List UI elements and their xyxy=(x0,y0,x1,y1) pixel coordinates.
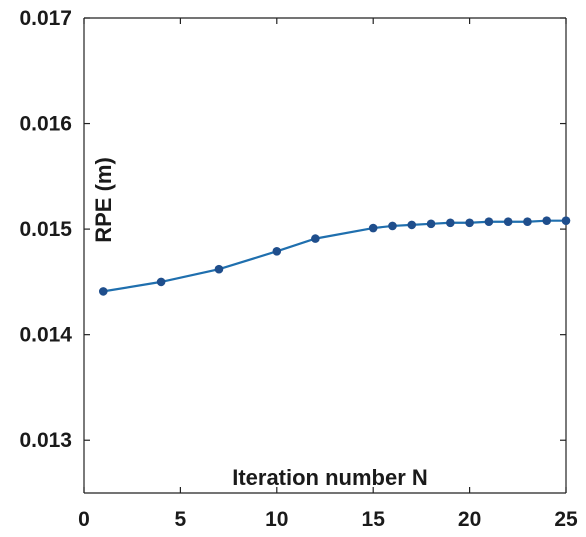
series-line xyxy=(103,219,566,293)
x-tick-label: 25 xyxy=(554,508,578,531)
x-tick-label: 15 xyxy=(362,508,386,531)
x-tick-label: 10 xyxy=(265,508,288,531)
data-point xyxy=(446,218,455,228)
data-point xyxy=(503,217,513,227)
x-axis-title: Iteration number N xyxy=(232,465,428,490)
x-tick-label: 0 xyxy=(78,508,90,531)
data-point xyxy=(465,218,474,228)
data-point xyxy=(484,217,494,227)
data-point xyxy=(368,223,378,233)
data-series xyxy=(98,216,571,296)
x-tick-label: 5 xyxy=(175,508,187,531)
y-tick-label: 0.013 xyxy=(19,429,72,452)
y-axis-title: RPE (m) xyxy=(91,157,116,243)
data-point xyxy=(311,234,320,243)
data-point xyxy=(388,221,397,231)
data-point xyxy=(426,219,436,229)
data-point xyxy=(523,217,532,227)
y-tick-label: 0.017 xyxy=(19,7,72,30)
y-tick-label: 0.015 xyxy=(19,218,72,241)
x-axis-ticks: 0 5 10 15 20 25 xyxy=(78,18,578,531)
data-point xyxy=(214,264,224,274)
y-tick-label: 0.016 xyxy=(19,113,72,136)
data-point xyxy=(542,216,552,225)
y-tick-label: 0.014 xyxy=(19,324,72,347)
data-point xyxy=(272,246,282,256)
axes xyxy=(83,17,567,494)
data-point xyxy=(156,277,166,287)
data-point xyxy=(98,287,108,296)
x-tick-label: 20 xyxy=(458,508,481,531)
data-point xyxy=(561,216,571,225)
data-point xyxy=(407,220,417,230)
y-axis-ticks: 0.013 0.014 0.015 0.016 0.017 xyxy=(19,7,566,452)
